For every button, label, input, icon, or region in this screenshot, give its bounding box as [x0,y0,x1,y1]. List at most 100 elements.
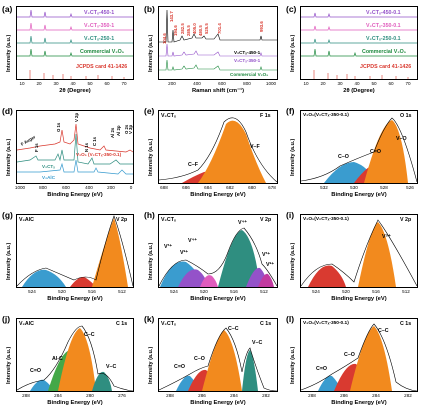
trace-label-commercial: Commercial V₂O₅ [230,72,269,77]
x-axis-title: Binding Energy (eV) [190,296,246,302]
plot-frame [158,110,278,184]
x-tick: 680 [248,185,256,190]
x-tick: 512 [260,289,268,294]
x-tick: 40 [70,81,76,86]
x-tick: 280 [86,393,94,398]
component-label: C=O [174,364,186,370]
x-tick: 20 [320,81,326,86]
x-tick: 524 [312,289,320,294]
trace-label-v2o5: V₂O₅ (V₂CTₓ-350-0.1) [76,152,122,157]
panel-label: (f) [286,106,295,116]
component-label: V⁴⁺ [188,238,197,244]
x-axis-title: 2θ (Degree) [343,88,375,94]
raman-peak: 194.6 [173,25,178,36]
core-level: V 2p [400,217,412,223]
x-tick: 60 [104,81,110,86]
trace-label-250: V₂CTₓ-250-0.1 [366,36,401,42]
x-tick: 284 [54,393,62,398]
x-tick: 516 [230,289,238,294]
x-tick: 30 [53,81,59,86]
component-label: V²⁺ [266,262,275,268]
x-tick: 0 [129,185,133,190]
xps-o1s [300,117,418,183]
x-tick: 400 [193,81,201,86]
trace-label-450: V₂CTₓ-450-1 [234,50,261,55]
panel-label: (d) [2,106,13,116]
x-tick: 800 [243,81,251,86]
peak-label: V 3p [128,124,133,134]
trace-label-450: V₂CTₓ-450-1 [84,10,115,16]
x-tick: 532 [320,185,328,190]
xps-v2p-g [16,215,134,287]
x-tick: 70 [405,81,411,86]
xps-v2p-i [300,219,418,287]
x-tick: 284 [230,393,238,398]
x-tick: 288 [22,393,30,398]
x-tick: 524 [28,289,36,294]
trace-label-450: V₂CTₓ-450-0.1 [366,10,401,16]
x-tick: 520 [58,289,66,294]
component-label: C–O [194,356,205,362]
x-tick: 516 [372,289,380,294]
panel-label: (k) [144,314,155,324]
panel-label: (e) [144,106,155,116]
x-tick: 800 [39,185,47,190]
component-label: V⁴⁺ [238,220,247,226]
x-tick: 684 [204,185,212,190]
x-tick: 1000 [265,81,277,86]
sample-title: V₂AlC [19,321,35,327]
x-tick: 400 [85,185,93,190]
plot-frame [16,214,134,288]
x-tick: 1000 [14,185,26,190]
sample-title: V₂O₅(V₂CTₓ-350-0.1) [303,217,349,222]
raman-peak: 525.5 [204,23,209,34]
peak-label: V 2p [74,112,79,122]
core-level: O 1s [400,113,412,119]
xps-c1s-j [16,325,134,392]
component-label: C–O [344,352,355,358]
peak-label: Al 2s [110,127,115,138]
x-axis-title: Binding Energy (eV) [190,400,246,406]
panel-g: (g) Intensity (a.u.) V₂AlC V 2p 524 520 … [0,208,140,308]
panel-e: (e) Intensity (a.u.) V₂CTₓ F 1s C–F V–F … [142,104,284,204]
panel-a: (a) Intensity (a.u.) V₂CTₓ-450-1 V₂CTₓ-3… [0,0,140,100]
x-tick: 528 [380,185,388,190]
trace-label-350: V₂CTₓ-350-0.1 [366,23,401,29]
sample-title: V₂O₅(V₂CTₓ-350-0.1) [303,321,349,326]
core-level: F 1s [260,113,271,119]
x-tick: 282 [404,393,412,398]
xps-survey-d [16,123,134,175]
x-axis-title: Binding Energy (eV) [47,400,103,406]
sample-title: V₂CTₓ [161,113,176,119]
trace-label-jcpds: JCPDS card 41-1426 [360,64,412,70]
core-level: V 2p [116,217,128,223]
x-axis-title: Binding Energy (eV) [190,192,246,198]
trace-label-v2alc: V₂AlC [42,175,56,180]
xps-c1s-k [158,327,278,392]
panel-d: (d) Intensity (a.u.) V₂O₅ (V₂CTₓ-350-0.1… [0,104,140,204]
core-level: V 2p [260,217,272,223]
raman-peak: 701.4 [217,23,222,34]
x-tick: 682 [226,185,234,190]
trace-label-jcpds: JCPDS card 41-1426 [76,64,128,70]
x-tick: 524 [170,289,178,294]
x-tick: 686 [182,185,190,190]
xrd-traces-c [301,12,417,79]
panel-label: (l) [286,314,295,324]
x-tick: 512 [402,289,410,294]
plot-frame [300,6,418,80]
plot-frame [16,6,134,80]
trace-label-commercial: Commercial V₂O₅ [362,49,407,55]
panel-label: (h) [144,210,155,220]
x-tick: 282 [262,393,270,398]
x-tick: 10 [19,81,25,86]
raman-peak: 282.5 [180,23,185,34]
panel-c: (c) Intensity (a.u.) V₂CTₓ-450-0.1 V₂CTₓ… [284,0,424,100]
panel-f: (f) Intensity (a.u.) V₂O₅(V₂CTₓ-350-0.1)… [284,104,424,204]
component-label: V⁵⁺ [382,234,391,240]
sample-title: V₂CTₓ [161,321,176,327]
panel-label: (b) [144,4,155,14]
x-tick: 200 [107,185,115,190]
peak-label: F 1s [34,143,39,152]
component-label: C–C [378,328,389,334]
